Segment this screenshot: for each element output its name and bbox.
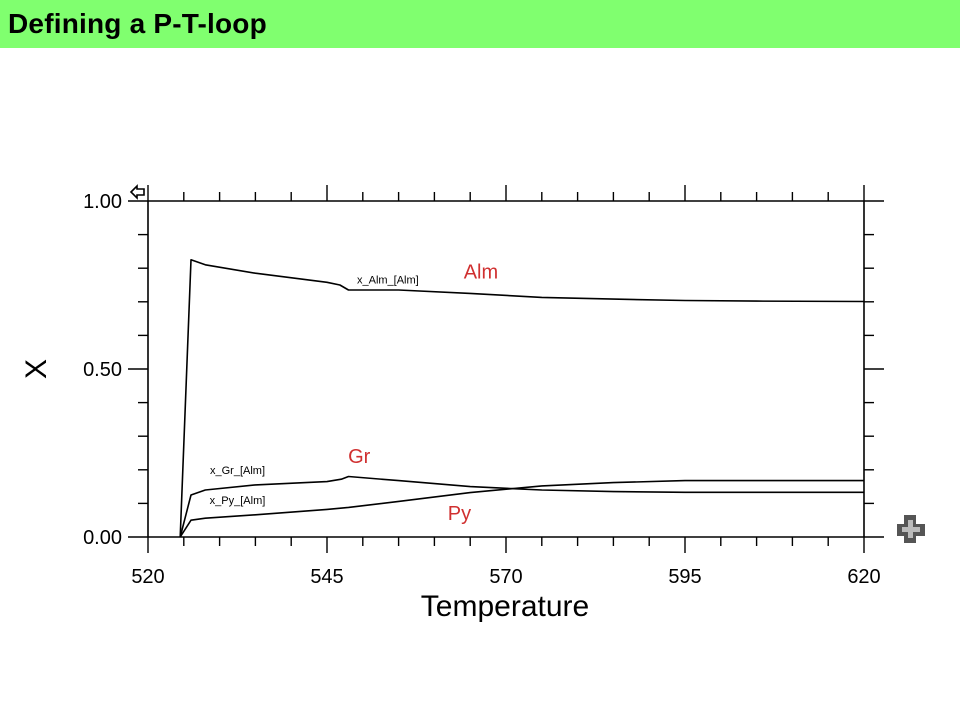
- annotation-label: Alm: [464, 261, 498, 283]
- y-tick-label: 1.00: [83, 191, 122, 213]
- logo-icon: [897, 515, 925, 543]
- x-axis-title: Temperature: [421, 590, 589, 623]
- curve-label: x_Py_[Alm]: [210, 495, 266, 507]
- annotation-label: Py: [448, 503, 471, 525]
- series-line-0: [179, 258, 865, 538]
- curve-labels: x_Alm_[Alm] x_Gr_[Alm] x_Py_[Alm]: [210, 274, 419, 507]
- x-tick-label: 620: [847, 566, 880, 588]
- series-line-2: [179, 479, 864, 538]
- page-title: Defining a P-T-loop: [8, 8, 267, 39]
- x-tick-label: 545: [310, 566, 343, 588]
- series-lines: [179, 258, 865, 538]
- arrow-icon: [129, 184, 145, 200]
- x-tick-label: 520: [131, 566, 164, 588]
- y-axis-title: X: [20, 359, 53, 379]
- annotations: Alm Gr Py: [348, 261, 498, 525]
- x-tick-label: 595: [668, 566, 701, 588]
- y-tick-label: 0.50: [83, 359, 122, 381]
- y-tick-label: 0.00: [83, 527, 122, 549]
- axis-ticks: 520 545 570 595 620 0.00 0.50 1.00: [83, 185, 884, 588]
- curve-label: x_Gr_[Alm]: [210, 465, 265, 477]
- plot-frame: [147, 200, 865, 538]
- title-bar: Defining a P-T-loop: [0, 0, 960, 48]
- curve-label: x_Alm_[Alm]: [357, 274, 419, 286]
- annotation-label: Gr: [348, 446, 371, 468]
- x-tick-label: 570: [489, 566, 522, 588]
- series-line-1: [179, 475, 864, 538]
